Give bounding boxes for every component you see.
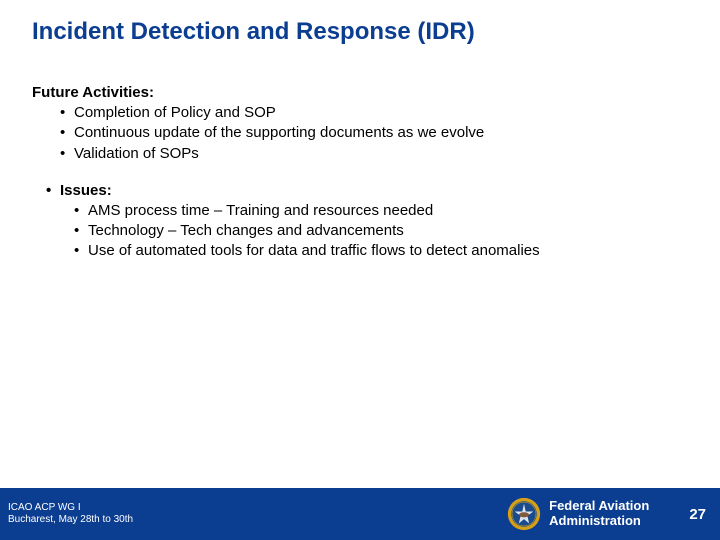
list-item: Validation of SOPs	[60, 144, 688, 164]
slide-title: Incident Detection and Response (IDR)	[32, 18, 475, 46]
list-item: Technology – Tech changes and advancemen…	[74, 221, 688, 241]
agency-name: Federal Aviation Administration	[549, 499, 649, 529]
faa-seal-icon	[507, 497, 541, 531]
section-heading-future: Future Activities:	[32, 84, 688, 101]
footer-line1: ICAO ACP WG I	[8, 502, 507, 515]
agency-line2: Administration	[549, 514, 649, 529]
footer-bar: ICAO ACP WG I Bucharest, May 28th to 30t…	[0, 488, 720, 540]
agency-line1: Federal Aviation	[549, 499, 649, 514]
footer-left: ICAO ACP WG I Bucharest, May 28th to 30t…	[6, 502, 507, 527]
footer-center: Federal Aviation Administration	[507, 497, 649, 531]
section-heading-issues: Issues:	[46, 182, 688, 199]
slide: Incident Detection and Response (IDR) Fu…	[0, 0, 720, 540]
list-item: AMS process time – Training and resource…	[74, 201, 688, 221]
footer-line2: Bucharest, May 28th to 30th	[8, 514, 507, 527]
list-item: Continuous update of the supporting docu…	[60, 123, 688, 143]
page-number: 27	[689, 506, 706, 523]
bullet-list-future: Completion of Policy and SOP Continuous …	[60, 103, 688, 164]
content-area: Future Activities: Completion of Policy …	[32, 84, 688, 280]
list-item: Use of automated tools for data and traf…	[74, 241, 688, 261]
bullet-list-issues: AMS process time – Training and resource…	[74, 201, 688, 262]
list-item: Completion of Policy and SOP	[60, 103, 688, 123]
